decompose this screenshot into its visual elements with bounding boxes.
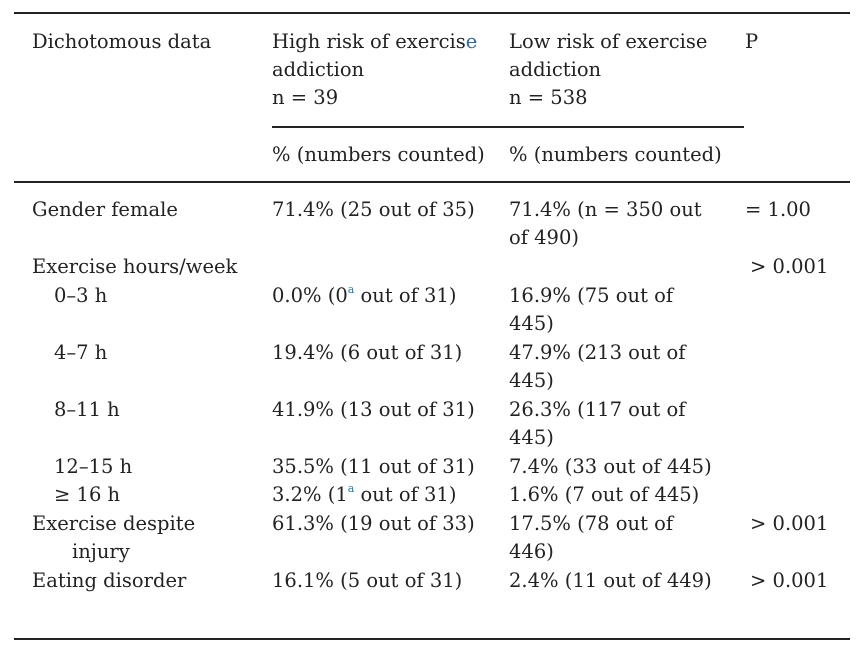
footnote-marker: a [347,283,355,296]
footnote-marker: a [347,482,355,495]
cell-low-risk: 47.9% (213 out of [509,341,686,364]
cell-low-risk: 7.4% (33 out of 445) [509,455,712,478]
cell-low-risk: 16.9% (75 out of [509,284,674,307]
table-header-bottom-rule [14,181,850,183]
row-label: Exercise despite [32,512,196,535]
header-low-risk-line2: addiction [509,58,602,81]
table-top-rule [14,12,850,14]
cell-low-risk: 1.6% (7 out of 445) [509,483,700,506]
header-dichotomous-data: Dichotomous data [32,30,212,53]
cell-low-risk: 71.4% (n = 350 out [509,198,702,221]
cell-high-risk: 41.9% (13 out of 31) [272,398,475,421]
header-low-risk-line1: Low risk of exercise [509,30,708,53]
cell-high-risk: 0.0% (0a out of 31) [272,283,457,307]
cell-p-value: > 0.001 [750,512,829,535]
cell-low-risk: 17.5% (78 out of [509,512,674,535]
table-header-group-rule [272,126,744,128]
row-label: Eating disorder [32,569,187,592]
cell-high-risk: 16.1% (5 out of 31) [272,569,463,592]
cell-low-risk: 2.4% (11 out of 449) [509,569,712,592]
table-bottom-rule [14,638,850,640]
cell-high-risk: 19.4% (6 out of 31) [272,341,463,364]
cell-high-risk: 35.5% (11 out of 31) [272,455,475,478]
header-p-value: P [745,30,759,53]
row-label: Gender female [32,198,178,221]
cell-low-risk: 26.3% (117 out of [509,398,686,421]
header-high-risk-line2: addiction [272,58,365,81]
cell-p-value: = 1.00 [745,198,811,221]
header-low-risk-n: n = 538 [509,86,588,109]
cell-low-risk-cont: 445) [509,369,554,392]
row-label: Exercise hours/week [32,255,238,278]
cell-low-risk-cont: 445) [509,426,554,449]
row-label: 8–11 h [54,398,120,421]
header-high-risk-n: n = 39 [272,86,339,109]
subheader-low-risk-unit: % (numbers counted) [509,143,722,166]
row-label: 4–7 h [54,341,108,364]
subheader-high-risk-unit: % (numbers counted) [272,143,485,166]
cell-high-risk: 71.4% (25 out of 35) [272,198,475,221]
cell-high-risk: 61.3% (19 out of 33) [272,512,475,535]
cell-low-risk-cont: 445) [509,312,554,335]
row-label: 0–3 h [54,284,108,307]
row-label: ≥ 16 h [54,483,121,506]
cell-low-risk-cont: 446) [509,540,554,563]
header-high-risk-line1: High risk of exercise [272,30,478,53]
cell-p-value: > 0.001 [750,569,829,592]
row-label: 12–15 h [54,455,133,478]
cell-p-value: > 0.001 [750,255,829,278]
row-label-cont: injury [72,540,130,563]
cell-low-risk-cont: of 490) [509,226,579,249]
cell-high-risk: 3.2% (1a out of 31) [272,482,457,506]
